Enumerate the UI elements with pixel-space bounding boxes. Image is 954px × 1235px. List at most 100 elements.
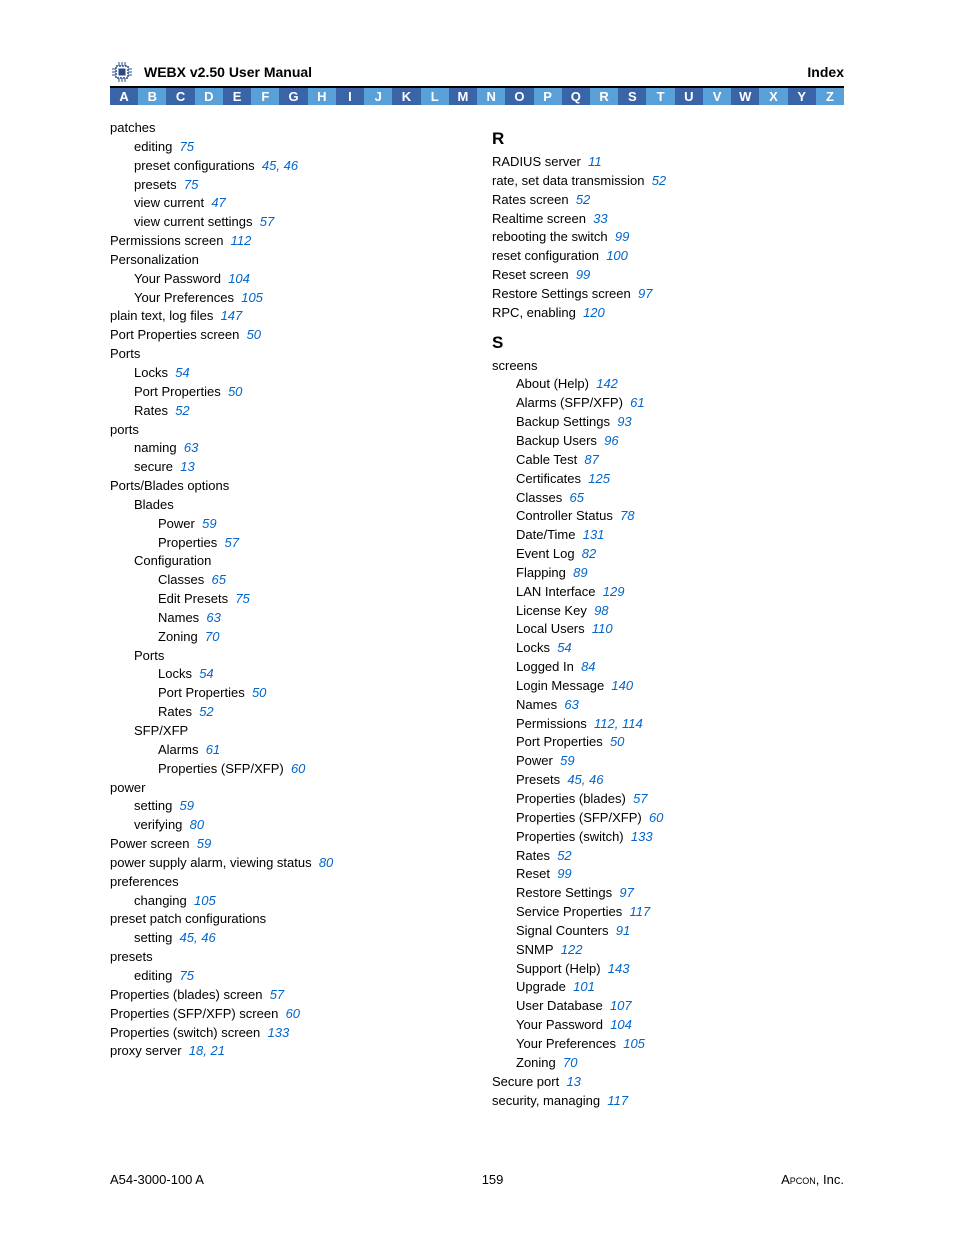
page-link[interactable]: 105 <box>241 290 263 305</box>
page-link[interactable]: 82 <box>582 546 596 561</box>
page-link[interactable]: 45 <box>180 930 194 945</box>
page-link[interactable]: 114 <box>622 716 643 731</box>
page-link[interactable]: 75 <box>184 177 198 192</box>
page-link[interactable]: 52 <box>557 848 571 863</box>
page-link[interactable]: 59 <box>180 798 194 813</box>
alpha-link-x[interactable]: X <box>759 88 787 105</box>
page-link[interactable]: 133 <box>631 829 653 844</box>
page-link[interactable]: 78 <box>620 508 634 523</box>
alpha-link-b[interactable]: B <box>138 88 166 105</box>
alpha-link-y[interactable]: Y <box>788 88 816 105</box>
page-link[interactable]: 50 <box>247 327 261 342</box>
page-link[interactable]: 131 <box>583 527 605 542</box>
page-link[interactable]: 104 <box>228 271 250 286</box>
page-link[interactable]: 60 <box>291 761 305 776</box>
page-link[interactable]: 112 <box>594 716 615 731</box>
alpha-link-v[interactable]: V <box>703 88 731 105</box>
alpha-link-g[interactable]: G <box>279 88 307 105</box>
alpha-link-o[interactable]: O <box>505 88 533 105</box>
page-link[interactable]: 59 <box>560 753 574 768</box>
alpha-link-j[interactable]: J <box>364 88 392 105</box>
alpha-link-p[interactable]: P <box>534 88 562 105</box>
page-link[interactable]: 54 <box>557 640 571 655</box>
page-link[interactable]: 57 <box>260 214 274 229</box>
page-link[interactable]: 98 <box>594 603 608 618</box>
page-link[interactable]: 101 <box>573 979 595 994</box>
page-link[interactable]: 84 <box>581 659 595 674</box>
page-link[interactable]: 60 <box>286 1006 300 1021</box>
page-link[interactable]: 63 <box>206 610 220 625</box>
page-link[interactable]: 112 <box>231 233 252 248</box>
page-link[interactable]: 91 <box>616 923 630 938</box>
page-link[interactable]: 147 <box>221 308 243 323</box>
alpha-link-n[interactable]: N <box>477 88 505 105</box>
page-link[interactable]: 61 <box>630 395 644 410</box>
page-link[interactable]: 89 <box>573 565 587 580</box>
page-link[interactable]: 59 <box>197 836 211 851</box>
alpha-link-q[interactable]: Q <box>562 88 590 105</box>
page-link[interactable]: 21 <box>210 1043 224 1058</box>
page-link[interactable]: 87 <box>584 452 598 467</box>
page-link[interactable]: 80 <box>319 855 333 870</box>
page-link[interactable]: 70 <box>563 1055 577 1070</box>
page-link[interactable]: 140 <box>611 678 633 693</box>
alpha-link-s[interactable]: S <box>618 88 646 105</box>
page-link[interactable]: 75 <box>180 968 194 983</box>
page-link[interactable]: 104 <box>610 1017 632 1032</box>
alpha-link-l[interactable]: L <box>421 88 449 105</box>
alpha-link-t[interactable]: T <box>646 88 674 105</box>
page-link[interactable]: 99 <box>576 267 590 282</box>
page-link[interactable]: 105 <box>194 893 216 908</box>
page-link[interactable]: 60 <box>649 810 663 825</box>
alpha-link-a[interactable]: A <box>110 88 138 105</box>
page-link[interactable]: 125 <box>588 471 610 486</box>
page-link[interactable]: 99 <box>615 229 629 244</box>
page-link[interactable]: 142 <box>596 376 618 391</box>
alpha-link-h[interactable]: H <box>308 88 336 105</box>
page-link[interactable]: 80 <box>190 817 204 832</box>
page-link[interactable]: 61 <box>206 742 220 757</box>
page-link[interactable]: 122 <box>561 942 583 957</box>
page-link[interactable]: 45 <box>262 158 276 173</box>
page-link[interactable]: 52 <box>199 704 213 719</box>
page-link[interactable]: 18 <box>189 1043 203 1058</box>
alpha-link-m[interactable]: M <box>449 88 477 105</box>
page-link[interactable]: 117 <box>607 1093 628 1108</box>
page-link[interactable]: 129 <box>603 584 625 599</box>
page-link[interactable]: 63 <box>564 697 578 712</box>
page-link[interactable]: 50 <box>610 734 624 749</box>
alpha-link-u[interactable]: U <box>675 88 703 105</box>
alpha-link-c[interactable]: C <box>166 88 194 105</box>
alpha-link-d[interactable]: D <box>195 88 223 105</box>
page-link[interactable]: 107 <box>610 998 632 1013</box>
page-link[interactable]: 75 <box>235 591 249 606</box>
page-link[interactable]: 11 <box>588 154 602 169</box>
page-link[interactable]: 65 <box>569 490 583 505</box>
page-link[interactable]: 46 <box>201 930 215 945</box>
page-link[interactable]: 57 <box>270 987 284 1002</box>
page-link[interactable]: 93 <box>617 414 631 429</box>
alpha-link-z[interactable]: Z <box>816 88 844 105</box>
page-link[interactable]: 57 <box>633 791 647 806</box>
alpha-link-r[interactable]: R <box>590 88 618 105</box>
page-link[interactable]: 57 <box>224 535 238 550</box>
page-link[interactable]: 54 <box>175 365 189 380</box>
page-link[interactable]: 96 <box>604 433 618 448</box>
alpha-link-e[interactable]: E <box>223 88 251 105</box>
page-link[interactable]: 75 <box>180 139 194 154</box>
page-link[interactable]: 65 <box>211 572 225 587</box>
page-link[interactable]: 45 <box>567 772 581 787</box>
page-link[interactable]: 143 <box>608 961 630 976</box>
page-link[interactable]: 13 <box>566 1074 580 1089</box>
page-link[interactable]: 52 <box>652 173 666 188</box>
page-link[interactable]: 46 <box>284 158 298 173</box>
page-link[interactable]: 50 <box>252 685 266 700</box>
page-link[interactable]: 120 <box>583 305 605 320</box>
page-link[interactable]: 97 <box>619 885 633 900</box>
page-link[interactable]: 50 <box>228 384 242 399</box>
page-link[interactable]: 13 <box>180 459 194 474</box>
alpha-link-k[interactable]: K <box>392 88 420 105</box>
alpha-link-f[interactable]: F <box>251 88 279 105</box>
page-link[interactable]: 47 <box>211 195 225 210</box>
alpha-link-w[interactable]: W <box>731 88 759 105</box>
